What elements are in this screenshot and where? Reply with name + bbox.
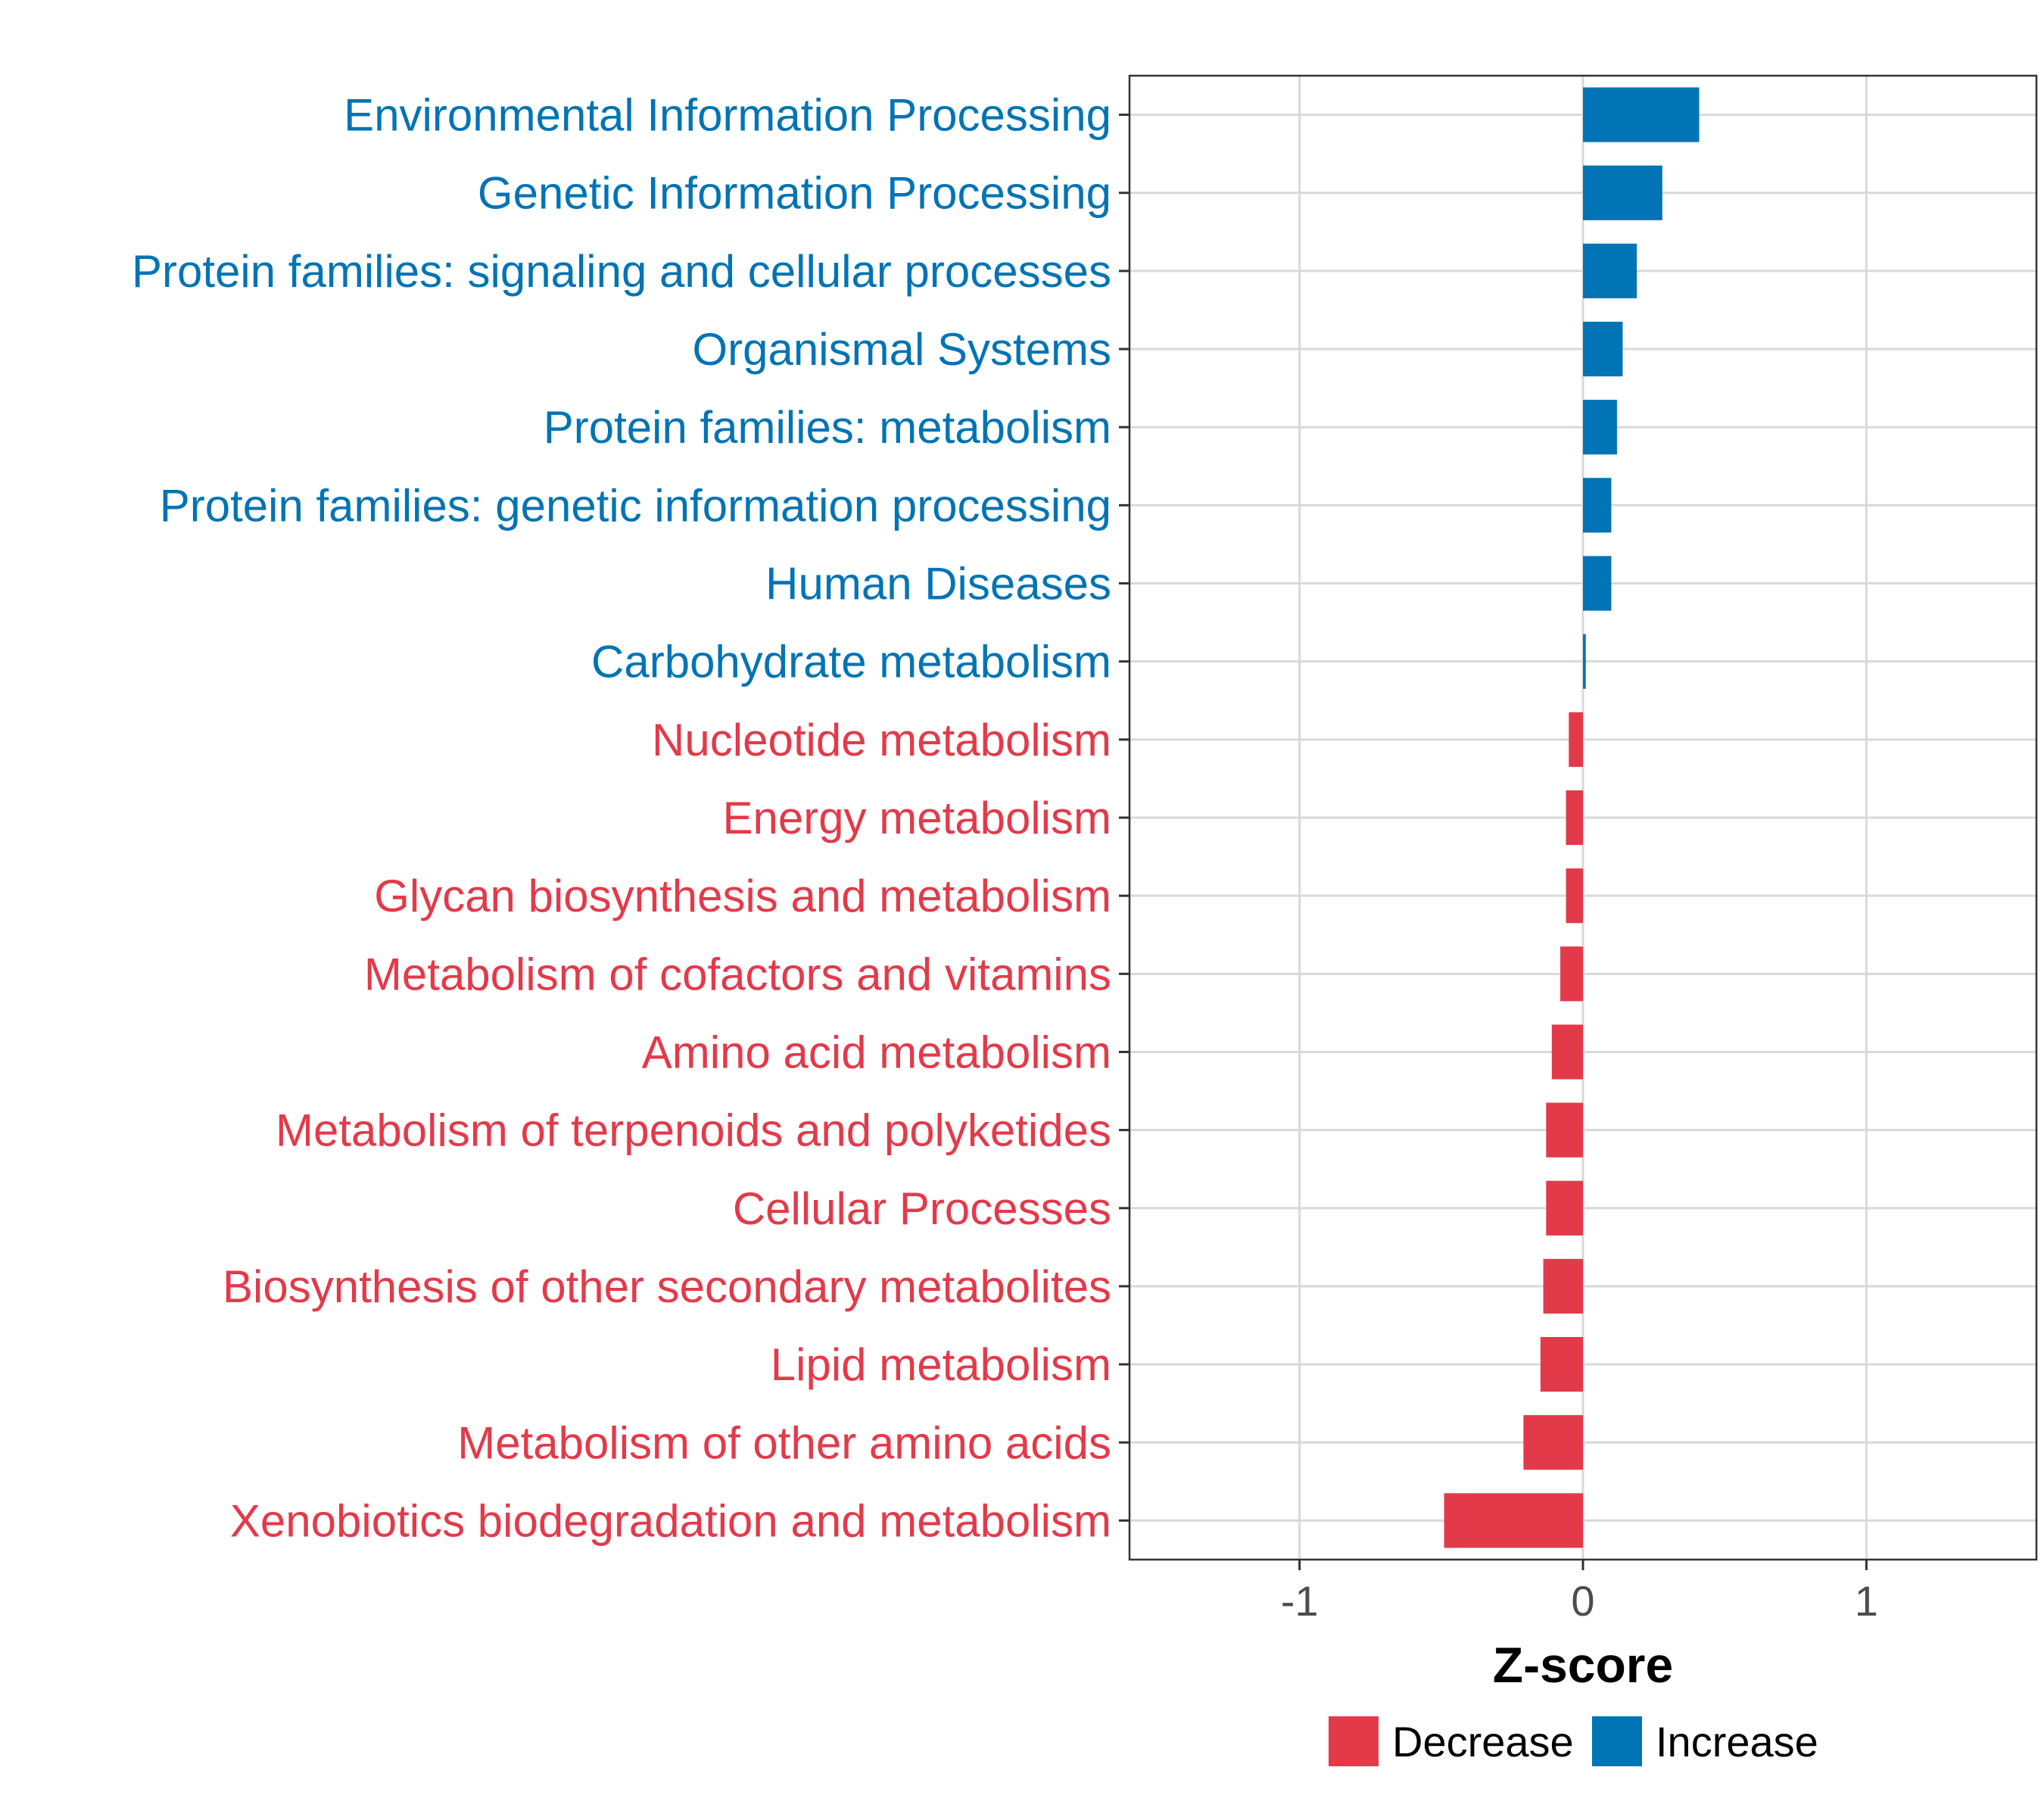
legend-label-decrease: Decrease [1392,1718,1574,1766]
tick-layer: -1 0 1 [1119,114,1878,1625]
x-axis-title: Z-score [1493,1637,1673,1693]
bar-increase [1583,478,1612,533]
bar-decrease [1546,1180,1583,1236]
category-label: Metabolism of cofactors and vitamins [364,949,1111,999]
x-tick-label: -1 [1281,1577,1319,1625]
bar-increase [1583,87,1700,142]
bar-layer [1444,87,1700,1548]
bar-increase [1583,243,1637,298]
bar-decrease [1551,1024,1583,1080]
category-label: Protein families: metabolism [544,402,1111,453]
category-label: Lipid metabolism [771,1339,1111,1390]
category-label: Metabolism of terpenoids and polyketides [276,1105,1111,1156]
category-label: Protein families: genetic information pr… [160,480,1111,531]
legend-key-decrease [1329,1716,1379,1766]
category-label: Environmental Information Processing [344,90,1111,141]
bar-decrease [1569,712,1583,767]
bar-increase [1583,321,1623,377]
bar-decrease [1546,1102,1583,1158]
category-label: Biosynthesis of other secondary metaboli… [223,1261,1111,1312]
bar-decrease [1523,1415,1583,1470]
category-label: Organismal Systems [693,324,1111,375]
category-label: Human Diseases [765,559,1111,609]
category-label: Protein families: signaling and cellular… [132,246,1111,297]
x-tick-label: 1 [1855,1577,1878,1625]
bar-increase [1583,634,1586,689]
legend-key-increase [1592,1716,1642,1766]
category-label: Cellular Processes [733,1183,1111,1234]
legend: Decrease Increase [1329,1716,1818,1766]
category-label: Glycan biosynthesis and metabolism [374,871,1111,921]
bar-decrease [1566,868,1583,924]
bar-decrease [1566,790,1583,846]
category-label: Energy metabolism [722,793,1111,843]
bar-decrease [1540,1337,1583,1392]
category-label: Amino acid metabolism [642,1027,1111,1077]
category-label: Nucleotide metabolism [652,715,1111,765]
bar-decrease [1444,1493,1583,1548]
bar-decrease [1543,1258,1583,1314]
category-label: Xenobiotics biodegradation and metabolis… [230,1495,1111,1546]
bar-increase [1583,165,1662,220]
category-label: Carbohydrate metabolism [591,637,1111,687]
bar-increase [1583,400,1617,455]
category-labels: Environmental Information Processing Gene… [132,90,1111,1547]
bar-decrease [1560,946,1583,1002]
legend-label-increase: Increase [1656,1718,1818,1766]
category-label: Genetic Information Processing [478,168,1111,219]
x-tick-label: 0 [1571,1577,1594,1625]
bar-increase [1583,556,1612,611]
category-label: Metabolism of other amino acids [457,1417,1111,1468]
